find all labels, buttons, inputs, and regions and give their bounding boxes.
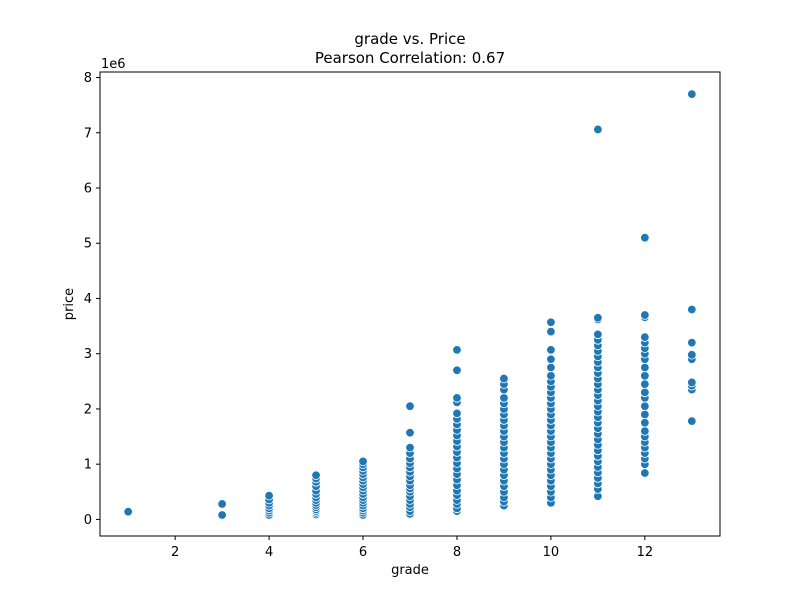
data-point: [640, 332, 650, 342]
data-point: [499, 393, 509, 403]
data-point: [640, 426, 650, 436]
data-point: [640, 468, 650, 478]
data-point: [640, 409, 650, 420]
data-point: [405, 401, 415, 411]
x-tick-label: 8: [453, 545, 461, 560]
data-point: [217, 510, 227, 520]
data-point: [687, 337, 697, 348]
chart-subtitle: Pearson Correlation: 0.67: [315, 49, 505, 67]
x-tick-label: 4: [265, 545, 273, 560]
data-point: [123, 507, 133, 517]
y-tick-label: 7: [84, 126, 92, 141]
data-point: [217, 499, 227, 509]
y-axis-ticks: 0 1 2 3 4 5 6 7 8: [84, 71, 100, 528]
y-tick-label: 8: [84, 71, 92, 86]
data-point: [452, 365, 462, 375]
y-axis-label: price: [62, 288, 77, 320]
data-point: [546, 345, 556, 355]
y-tick-label: 2: [84, 402, 92, 417]
data-point: [640, 387, 650, 398]
y-offset-label: 1e6: [101, 57, 126, 72]
data-point: [687, 416, 697, 426]
data-point: [640, 362, 650, 373]
y-tick-label: 3: [84, 347, 92, 362]
data-point: [640, 310, 650, 320]
data-point: [499, 373, 509, 384]
data-point: [405, 442, 415, 453]
data-point: [452, 408, 462, 419]
data-point: [640, 233, 650, 243]
data-point: [640, 371, 650, 381]
x-tick-label: 12: [637, 545, 654, 560]
data-point: [546, 362, 556, 373]
x-axis-ticks: 2 4 6 8 10 12: [171, 536, 653, 560]
data-point: [640, 418, 650, 428]
chart-title-group: grade vs. Price Pearson Correlation: 0.6…: [315, 30, 505, 67]
data-point: [593, 124, 603, 135]
data-point: [546, 326, 556, 337]
data-point: [264, 490, 274, 501]
y-tick-label: 4: [84, 292, 92, 307]
data-point: [452, 393, 462, 403]
x-axis-label: grade: [391, 563, 429, 578]
y-tick-label: 6: [84, 182, 92, 197]
data-point: [687, 350, 697, 360]
data-point: [640, 401, 650, 411]
data-point: [546, 371, 556, 381]
x-tick-label: 6: [359, 545, 367, 560]
data-point: [546, 317, 556, 327]
x-tick-label: 10: [543, 545, 560, 560]
data-points: [123, 89, 697, 520]
data-point: [593, 329, 603, 340]
data-point: [687, 89, 697, 99]
y-tick-label: 1: [84, 458, 92, 473]
y-tick-label: 0: [84, 513, 92, 528]
data-point: [452, 345, 462, 355]
data-point: [593, 313, 603, 323]
data-point: [640, 379, 650, 389]
x-tick-label: 2: [171, 545, 179, 560]
data-point: [311, 470, 321, 480]
data-point: [358, 456, 368, 467]
plot-frame: [99, 71, 721, 537]
data-point: [687, 304, 697, 315]
data-point: [546, 354, 556, 364]
y-tick-label: 5: [84, 237, 92, 252]
data-point: [405, 428, 415, 438]
data-point: [687, 377, 697, 388]
chart-title: grade vs. Price: [354, 30, 465, 48]
